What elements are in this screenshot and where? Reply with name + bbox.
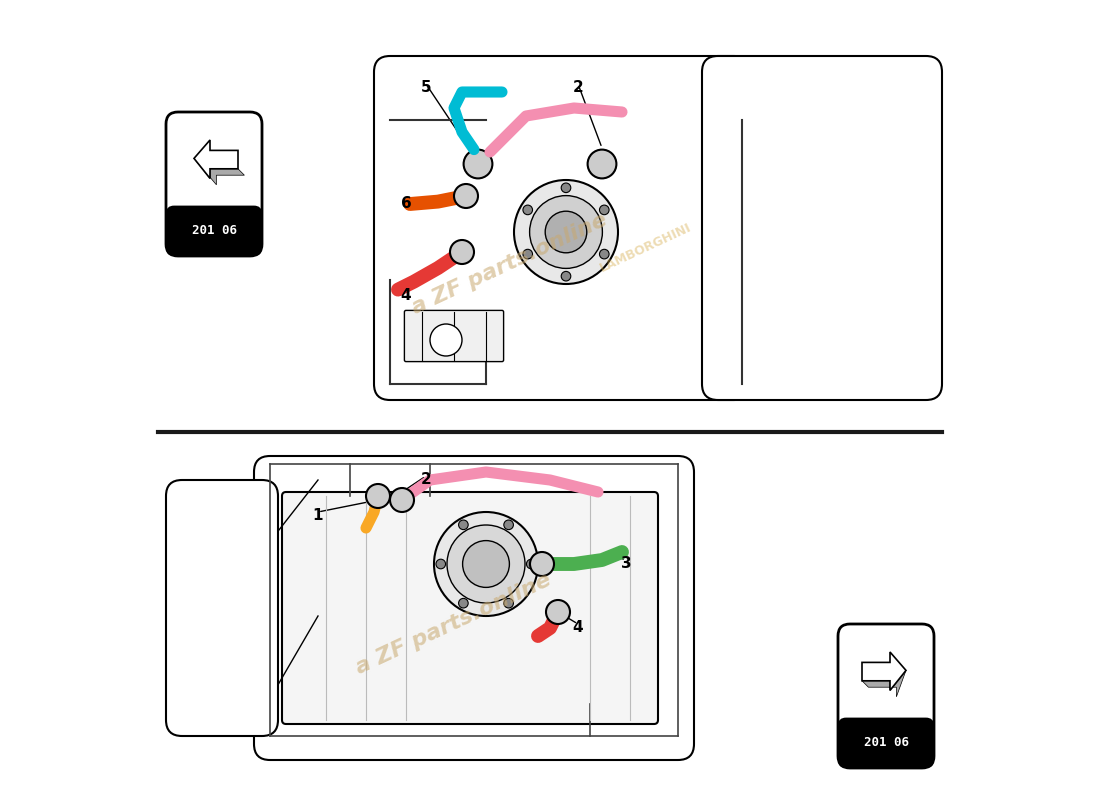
FancyBboxPatch shape bbox=[405, 310, 504, 362]
Text: a ZF parts.online: a ZF parts.online bbox=[409, 210, 610, 318]
Circle shape bbox=[436, 559, 446, 569]
Circle shape bbox=[447, 525, 525, 603]
FancyBboxPatch shape bbox=[374, 56, 750, 400]
Polygon shape bbox=[862, 652, 906, 690]
Circle shape bbox=[546, 600, 570, 624]
Text: 6: 6 bbox=[400, 197, 411, 211]
FancyBboxPatch shape bbox=[838, 624, 934, 768]
Circle shape bbox=[463, 150, 493, 178]
Text: a ZF parts.online: a ZF parts.online bbox=[353, 570, 556, 678]
Circle shape bbox=[459, 520, 469, 530]
Polygon shape bbox=[862, 670, 906, 697]
Circle shape bbox=[463, 541, 509, 587]
Circle shape bbox=[561, 271, 571, 281]
FancyBboxPatch shape bbox=[166, 206, 262, 256]
FancyBboxPatch shape bbox=[254, 456, 694, 760]
Polygon shape bbox=[194, 140, 238, 178]
Text: 1: 1 bbox=[312, 509, 323, 523]
Text: 5: 5 bbox=[420, 81, 431, 95]
Circle shape bbox=[450, 240, 474, 264]
Circle shape bbox=[514, 180, 618, 284]
FancyBboxPatch shape bbox=[166, 112, 262, 256]
Circle shape bbox=[546, 211, 586, 253]
Circle shape bbox=[522, 250, 532, 259]
Circle shape bbox=[527, 559, 536, 569]
Circle shape bbox=[522, 205, 532, 214]
Text: 201 06: 201 06 bbox=[864, 736, 909, 750]
Circle shape bbox=[600, 250, 609, 259]
Text: 4: 4 bbox=[573, 621, 583, 635]
Text: LAMBORGHINI: LAMBORGHINI bbox=[598, 221, 694, 275]
Polygon shape bbox=[194, 158, 244, 185]
Circle shape bbox=[454, 184, 478, 208]
Text: 2: 2 bbox=[420, 473, 431, 487]
Circle shape bbox=[530, 552, 554, 576]
Text: 4: 4 bbox=[400, 289, 411, 303]
Circle shape bbox=[366, 484, 390, 508]
Circle shape bbox=[390, 488, 414, 512]
Circle shape bbox=[504, 520, 514, 530]
Circle shape bbox=[459, 598, 469, 608]
Text: 3: 3 bbox=[620, 557, 631, 571]
Circle shape bbox=[434, 512, 538, 616]
Circle shape bbox=[529, 195, 603, 268]
Circle shape bbox=[600, 205, 609, 214]
FancyBboxPatch shape bbox=[282, 492, 658, 724]
Circle shape bbox=[587, 150, 616, 178]
Text: 2: 2 bbox=[573, 81, 583, 95]
Circle shape bbox=[430, 324, 462, 356]
Text: 201 06: 201 06 bbox=[191, 224, 236, 238]
FancyBboxPatch shape bbox=[702, 56, 942, 400]
FancyBboxPatch shape bbox=[838, 718, 934, 768]
Circle shape bbox=[504, 598, 514, 608]
Circle shape bbox=[561, 183, 571, 193]
FancyBboxPatch shape bbox=[166, 480, 278, 736]
